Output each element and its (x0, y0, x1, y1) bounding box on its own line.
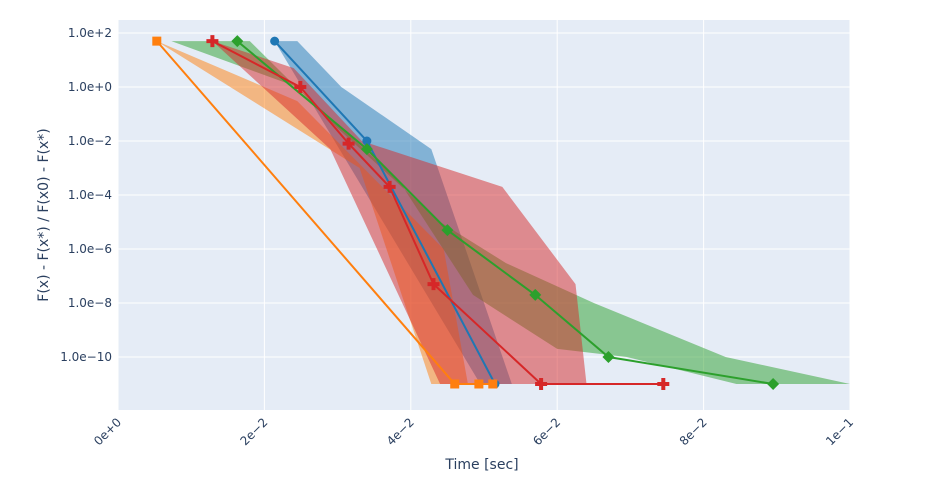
series-line (236, 40, 774, 385)
y-tick-label: 1.0e+0 (68, 80, 112, 94)
y-tick-label: 1.0e−6 (68, 242, 112, 256)
data-point (427, 278, 440, 291)
data-point (270, 36, 280, 46)
x-tick-label: 1e−1 (823, 415, 856, 448)
y-tick-label: 1.0e−8 (68, 296, 112, 310)
x-axis-title: Time [sec] (444, 457, 518, 473)
data-point (342, 137, 355, 150)
data-point (529, 288, 542, 301)
data-point (767, 378, 780, 390)
x-tick-label: 8e−2 (677, 415, 710, 448)
series-markers (152, 35, 780, 390)
data-point (294, 81, 307, 93)
series-line (156, 40, 493, 385)
y-axis-title: F(x) - F(x*) / F(x0) - F(x*) (36, 128, 52, 301)
data-point (657, 378, 670, 390)
x-tick-label: 4e−2 (384, 415, 417, 448)
data-point (535, 378, 548, 390)
data-point (488, 379, 498, 389)
data-point (474, 379, 484, 389)
y-tick-label: 1.0e−2 (68, 134, 112, 148)
y-tick-label: 1.0e−10 (60, 350, 112, 364)
data-point (441, 224, 454, 237)
data-point (231, 35, 244, 48)
x-tick-label: 2e−2 (237, 415, 270, 448)
data-point (383, 180, 396, 193)
data-point (152, 36, 162, 46)
x-tick-label: 0e+0 (91, 415, 124, 448)
error-band (212, 41, 587, 384)
x-axis-tick-labels: 0e+0 2e−2 4e−2 6e−2 8e−2 1e−1 (91, 415, 856, 448)
data-point (450, 379, 460, 389)
y-axis-tick-labels: 1.0e+2 1.0e+0 1.0e−2 1.0e−4 1.0e−6 1.0e−8 1.0e… (60, 26, 112, 364)
data-point (602, 351, 615, 363)
data-point (360, 143, 373, 156)
data-point (362, 136, 372, 146)
data-point (206, 35, 219, 48)
y-tick-label: 1.0e+2 (68, 26, 112, 40)
y-tick-label: 1.0e−4 (68, 188, 112, 202)
x-tick-label: 6e−2 (530, 415, 563, 448)
